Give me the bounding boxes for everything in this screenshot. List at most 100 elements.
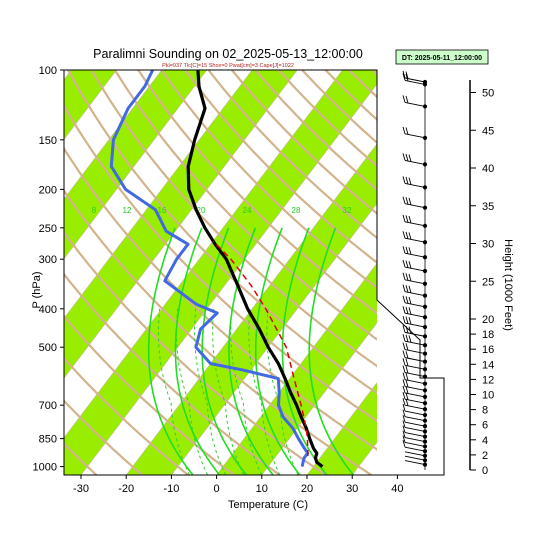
wind-barb-flag xyxy=(408,285,412,293)
wind-barb xyxy=(404,357,426,363)
height-tick-label: 12 xyxy=(482,374,494,386)
dry-adiabat-line xyxy=(64,442,98,475)
wind-barb-flag xyxy=(408,273,412,282)
wind-barb xyxy=(404,252,426,258)
x-tick-label: 40 xyxy=(391,483,403,495)
wind-barb-flag xyxy=(405,285,409,293)
wind-barb-flag xyxy=(408,296,412,305)
wind-barb-flag xyxy=(402,430,406,438)
dry-adiabats xyxy=(64,70,540,475)
isotherm-line xyxy=(125,143,377,475)
dry-adiabat-line xyxy=(207,70,377,240)
wind-barb-flag xyxy=(405,176,409,185)
wind-barb xyxy=(404,392,426,398)
wind-barb-flag xyxy=(402,435,406,443)
isotherm-line xyxy=(64,70,298,379)
wind-barb-flag xyxy=(405,366,409,374)
x-tick-label: -30 xyxy=(73,483,89,495)
datetime-box xyxy=(395,49,489,65)
wind-barb-flag xyxy=(405,73,409,82)
mixing-ratio-line xyxy=(201,227,248,475)
mixing-ratio-label: 32 xyxy=(343,206,352,215)
wind-barb-flag xyxy=(408,317,412,325)
dry-adiabat-line xyxy=(160,70,377,290)
wind-barb xyxy=(404,159,426,165)
wind-barb-flag xyxy=(408,307,412,315)
dry-adiabat-line xyxy=(64,146,377,451)
moist-adiabat-line xyxy=(157,308,190,475)
wind-barb-flag xyxy=(402,415,406,423)
dry-adiabat-line xyxy=(396,70,540,475)
wind-barb xyxy=(404,398,426,404)
height-tick-label: 2 xyxy=(482,450,488,462)
plot-border xyxy=(63,69,445,476)
wind-barb-flag xyxy=(408,154,412,162)
wind-barb xyxy=(404,77,426,83)
wind-barb xyxy=(404,379,426,385)
wind-barb xyxy=(404,446,426,452)
wind-barb xyxy=(404,79,426,85)
wind-barb-flag xyxy=(408,326,412,334)
wind-barb-flag xyxy=(405,153,409,162)
moist-adiabats xyxy=(157,308,299,475)
wind-barb-flag xyxy=(402,306,406,314)
height-tick-label: 6 xyxy=(482,420,488,432)
isotherm-band xyxy=(0,70,26,475)
wind-barb-flag xyxy=(402,246,406,254)
wind-barb xyxy=(404,416,426,422)
y-tick-label: 850 xyxy=(39,434,57,446)
mixing-ratio-line xyxy=(308,227,355,475)
wind-barb-flag xyxy=(405,316,409,324)
y-tick-label: 300 xyxy=(39,254,57,266)
mixing-ratio-line xyxy=(281,227,328,475)
height-tick-label: 14 xyxy=(482,359,494,371)
y-tick-label: 200 xyxy=(39,184,57,196)
wind-barb-flag xyxy=(402,70,406,79)
wind-barb-flag xyxy=(405,325,409,334)
wind-barb-flag xyxy=(405,379,409,388)
isotherm-line xyxy=(261,322,377,475)
wind-barb-flag xyxy=(402,425,406,433)
wind-barb-flag xyxy=(402,403,406,412)
mixing-ratio-label: 12 xyxy=(123,206,132,215)
wind-barb-flag xyxy=(405,334,409,342)
wind-barb xyxy=(404,427,426,432)
dry-adiabat-line xyxy=(64,103,377,423)
mixing-ratio-label: 16 xyxy=(158,206,167,215)
wind-barb-flag xyxy=(402,409,406,417)
height-tick-label: 8 xyxy=(482,405,488,417)
wind-barb-flag xyxy=(402,95,406,103)
wind-barb-flag xyxy=(405,351,409,359)
moist-adiabat-line xyxy=(176,308,209,475)
wind-barb-flag xyxy=(402,153,406,161)
wind-barb-flag xyxy=(405,273,409,281)
dry-adiabat-line xyxy=(64,356,189,475)
wind-barb-flag xyxy=(408,215,412,224)
x-tick-label: 10 xyxy=(256,483,268,495)
wind-barb-flag xyxy=(402,398,406,406)
isotherm-line xyxy=(80,83,377,475)
dry-adiabat-line xyxy=(64,399,144,475)
wind-barb-flag xyxy=(402,284,406,292)
wind-barb xyxy=(404,460,426,466)
x-tick-label: -20 xyxy=(118,483,134,495)
wind-barb-flag xyxy=(405,398,409,406)
wind-barb-flag xyxy=(402,420,406,428)
wind-barb xyxy=(404,133,426,139)
dry-adiabat-line xyxy=(64,272,281,475)
height-tick-label: 40 xyxy=(482,163,494,175)
wind-barb xyxy=(404,340,426,346)
x-tick-label: 20 xyxy=(301,483,313,495)
isotherm-line xyxy=(216,262,377,475)
mixing-ratio-line xyxy=(174,227,221,475)
height-tick-label: 4 xyxy=(482,435,488,447)
y-tick-label: 150 xyxy=(39,135,57,147)
height-tick-label: 30 xyxy=(482,239,494,251)
moist-adiabat-line xyxy=(248,308,281,475)
chart-title: Paralimni Sounding on 02_2025-05-13_12:0… xyxy=(93,47,363,61)
height-panel: 0 2 4 6 8 10 12 14 16 18 20 25 30 35 40 45 50 xyxy=(402,70,494,477)
mixing-ratio-label: 20 xyxy=(197,206,206,215)
datetime-label: DT: 2025-05-11_12:00:00 xyxy=(402,55,482,62)
moist-adiabat-line xyxy=(194,308,227,475)
